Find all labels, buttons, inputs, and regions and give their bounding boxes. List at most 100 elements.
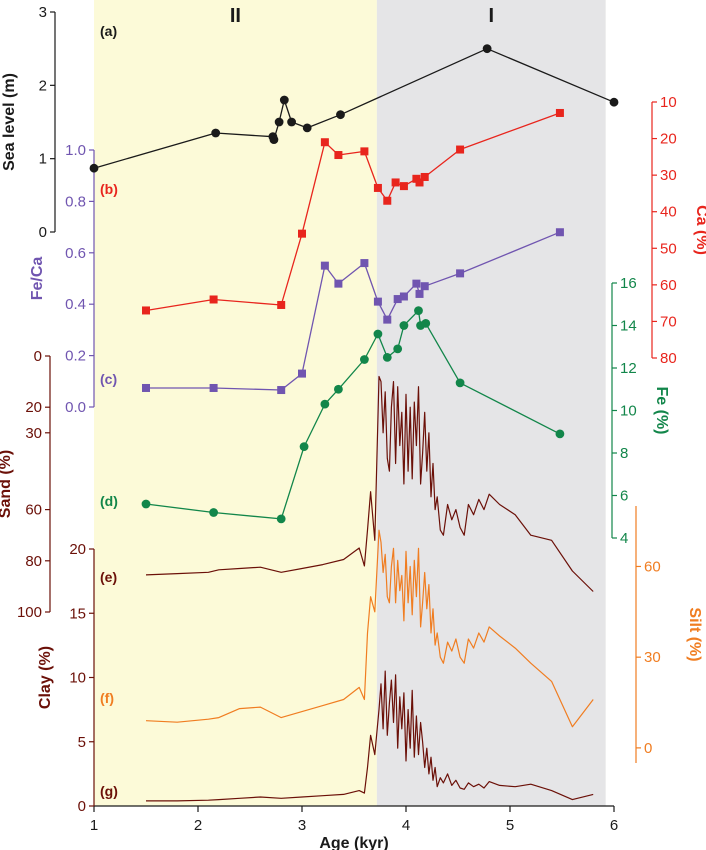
- panel-d-data-point: [209, 508, 219, 517]
- panel-b-tick-label: 50: [660, 240, 677, 257]
- zone-1-label: II: [230, 5, 241, 27]
- panel-c-data-point: [334, 279, 343, 288]
- panel-c-tick-label: 0.4: [65, 296, 86, 313]
- panel-d-data-point: [299, 442, 309, 452]
- panel-f-series-line: [145, 529, 594, 728]
- panel-c-tick-label: 1.0: [65, 142, 86, 159]
- panel-f-tick-label: 30: [644, 649, 661, 666]
- panel-a-data-point: [211, 128, 221, 138]
- panel-e-label: (e): [100, 569, 117, 585]
- panel-c-tick-label: 0.6: [65, 245, 86, 262]
- panel-a-data-point: [89, 163, 99, 173]
- panel-d-data-point: [373, 329, 383, 339]
- panel-d-data-point: [334, 384, 343, 394]
- panel-d-data-point: [276, 514, 286, 524]
- panel-c-data-point: [142, 383, 150, 392]
- panel-b-data-point: [360, 147, 369, 156]
- panel-d-tick-label: 14: [620, 318, 637, 335]
- panel-e-tick-label: 20: [25, 399, 42, 416]
- panel-g-tick-label: 0: [78, 798, 86, 815]
- panel-c-data-point: [298, 369, 306, 378]
- panel-c-tick-label: 0.8: [65, 193, 86, 210]
- panel-g-tick-label: 5: [78, 734, 86, 751]
- zone-2-background: [376, 0, 606, 806]
- panel-c-tick-label: 0.2: [65, 348, 86, 365]
- panel-g-label: (g): [100, 783, 118, 799]
- zone-1-background: [94, 0, 377, 806]
- panel-c-data-point: [415, 289, 424, 298]
- panel-c-tick-label: 0.0: [65, 399, 86, 416]
- panel-d-data-point: [360, 355, 369, 364]
- panel-a-data-point: [287, 117, 296, 127]
- panel-a-data-point: [279, 95, 289, 105]
- series-layer: [89, 44, 619, 802]
- x-axis-title: Age (kyr): [319, 835, 388, 850]
- panel-c-axis-title: Fe/Ca: [29, 257, 46, 301]
- panel-f-tick-label: 0: [644, 740, 652, 757]
- panel-b-data-point: [399, 182, 408, 191]
- panel-d-tick-label: 10: [620, 403, 637, 420]
- panel-a-tick-label: 2: [39, 77, 47, 94]
- panel-d-axis-title: Fe (%): [653, 387, 670, 435]
- panel-d-tick-label: 4: [620, 530, 628, 547]
- panel-g-tick-label: 15: [69, 605, 86, 622]
- panel-d-data-point: [421, 318, 431, 328]
- panel-c-data-point: [277, 386, 286, 395]
- panel-g-tick-label: 20: [69, 541, 86, 558]
- panel-c-data-point: [456, 269, 465, 278]
- panel-c-data-point: [209, 383, 218, 392]
- panel-d-data-point: [555, 429, 565, 439]
- panel-b-data-point: [383, 196, 392, 205]
- panel-c-data-point: [373, 297, 382, 306]
- panel-c-data-point: [399, 292, 408, 301]
- x-tick-label: 1: [90, 817, 98, 834]
- panel-e-tick-label: 100: [17, 604, 42, 621]
- panel-c-data-point: [555, 228, 564, 237]
- panel-d-data-point: [141, 499, 151, 509]
- panel-e-tick-label: 30: [25, 425, 42, 442]
- panel-d-data-point: [455, 378, 465, 388]
- panel-f-tick-label: 60: [644, 558, 661, 575]
- panel-c-data-point: [412, 279, 421, 288]
- panel-b-tick-label: 70: [660, 313, 677, 330]
- panel-g-tick-label: 10: [69, 670, 86, 687]
- panel-e-tick-label: 80: [25, 553, 42, 570]
- panel-e-axis-title: Sand (%): [0, 450, 14, 518]
- panel-e-tick-label: 0: [34, 348, 42, 365]
- panel-b-data-point: [298, 229, 306, 238]
- panel-a-data-point: [302, 123, 312, 133]
- panel-b-data-point: [415, 178, 424, 187]
- panel-d-tick-label: 8: [620, 445, 628, 462]
- panel-b-tick-label: 30: [660, 167, 677, 184]
- panel-c-data-point: [383, 315, 392, 324]
- panel-d-data-point: [414, 306, 423, 316]
- panel-b-data-point: [334, 151, 343, 160]
- panel-b-data-point: [277, 300, 286, 309]
- panel-b-tick-label: 20: [660, 131, 677, 148]
- panel-c-data-point: [393, 295, 402, 304]
- panel-e-series-line: [145, 375, 594, 592]
- panel-d-data-point: [320, 399, 330, 409]
- panel-d-data-point: [399, 321, 409, 330]
- panel-d-data-point: [393, 344, 403, 354]
- panel-d-tick-label: 6: [620, 488, 628, 505]
- panel-f-label: (f): [100, 690, 114, 706]
- panel-b-data-point: [555, 108, 564, 117]
- axes-layer: [45, 11, 657, 812]
- panel-d-tick-label: 16: [620, 275, 637, 292]
- panel-b-tick-label: 80: [660, 350, 677, 367]
- panel-f-axis-title: Silt (%): [686, 607, 703, 661]
- zone-backgrounds: [94, 0, 606, 806]
- panel-b-tick-label: 40: [660, 204, 677, 221]
- panel-b-label: (b): [100, 181, 118, 197]
- panel-b-data-point: [420, 172, 429, 181]
- panel-b-data-point: [456, 145, 465, 154]
- panel-b-tick-label: 10: [660, 94, 677, 111]
- panel-g-series-line: [146, 670, 594, 802]
- x-tick-label: 2: [194, 817, 202, 834]
- panel-b-axis-title: Ca (%): [693, 205, 706, 255]
- panel-a-tick-label: 1: [39, 151, 47, 168]
- panel-a-data-point: [274, 117, 284, 127]
